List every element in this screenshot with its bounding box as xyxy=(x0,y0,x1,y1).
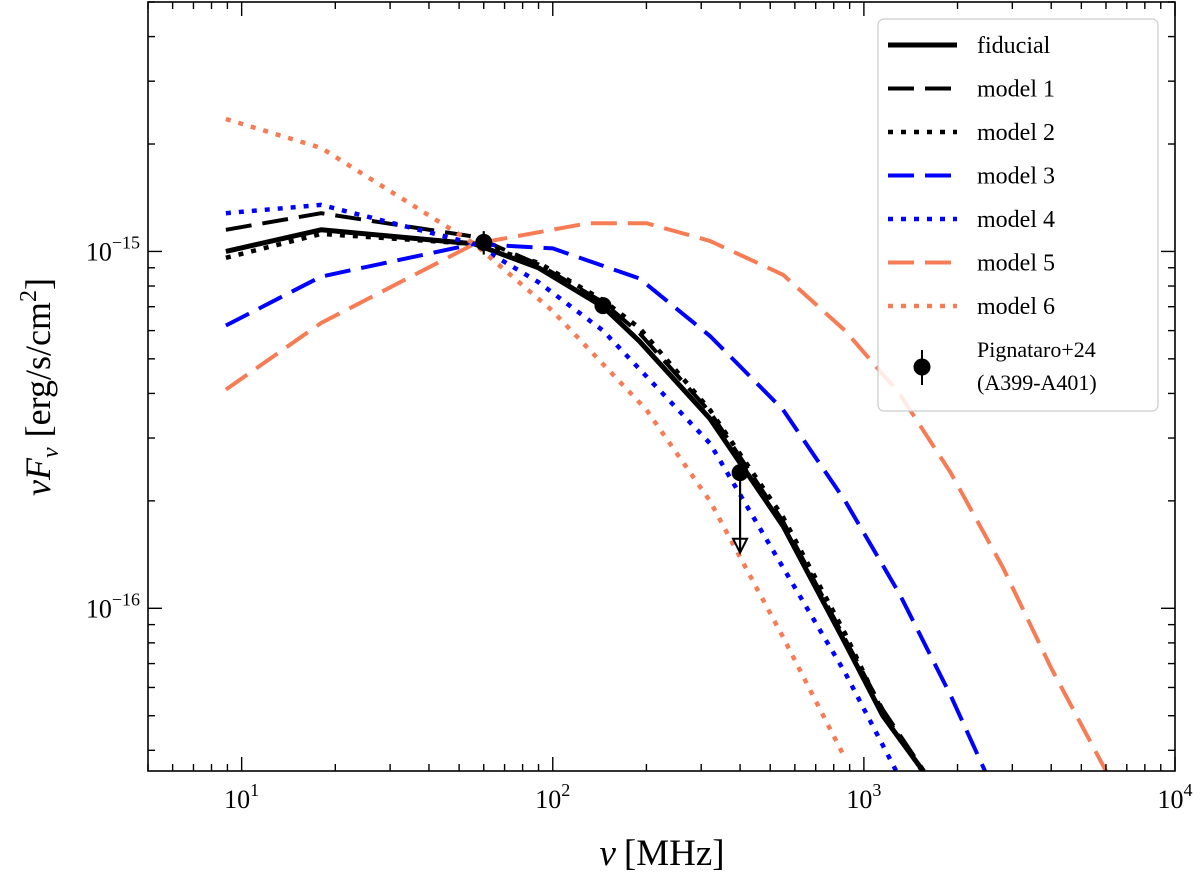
tick-labels: 101 102 103 104 10−15 10−16 xyxy=(86,232,1193,814)
legend-items: fiducial model 1 model 2 model 3 model 4 mode… xyxy=(888,33,1055,320)
legend-label-model-5: model 5 xyxy=(977,251,1055,277)
axis-ticks xyxy=(147,1,1176,771)
obs-point-0 xyxy=(475,233,493,251)
y-tick-label: 10−15 xyxy=(86,232,140,266)
x-tick-label: 103 xyxy=(846,780,881,814)
x-tick-label: 101 xyxy=(224,780,259,814)
series-line-model-5 xyxy=(224,221,1108,771)
legend-box xyxy=(877,18,1159,412)
observations-layer xyxy=(475,231,749,555)
obs-point-2 xyxy=(731,464,749,482)
x-tick-label: 104 xyxy=(1158,780,1193,814)
legend-label-model-6: model 6 xyxy=(977,294,1055,320)
legend-label-model-2: model 2 xyxy=(977,120,1055,146)
y-axis-subscript: ν xyxy=(38,447,64,458)
series-line-model-4 xyxy=(225,202,899,771)
x-axis-label: ν [MHz] xyxy=(599,833,724,873)
y-axis-unit: [erg/s/cm xyxy=(18,302,58,437)
legend-label-model-4: model 4 xyxy=(977,207,1055,233)
series-line-model-2 xyxy=(225,231,925,771)
y-axis-symbol: νF xyxy=(18,457,58,496)
legend-obs-label-2: (A399-A401) xyxy=(977,370,1097,395)
y-axis-label: νFν [erg/s/cm2] xyxy=(16,278,64,496)
x-tick-label: 102 xyxy=(535,780,570,814)
y-axis-superscript: 2 xyxy=(16,290,42,302)
obs-point-1 xyxy=(594,297,612,315)
series-layer xyxy=(224,116,1108,771)
legend-label-model-1: model 1 xyxy=(977,77,1055,103)
legend: fiducial model 1 model 2 model 3 model 4 mode… xyxy=(877,18,1159,412)
legend-label-fiducial: fiducial xyxy=(977,33,1051,59)
y-axis-unit-close: ] xyxy=(18,278,58,290)
legend-label-model-3: model 3 xyxy=(977,164,1055,190)
legend-obs-marker xyxy=(913,358,931,376)
x-axis-symbol: ν xyxy=(599,833,616,873)
x-axis-unit: [MHz] xyxy=(624,833,725,873)
y-tick-label: 10−16 xyxy=(86,589,140,623)
plot-frame xyxy=(147,1,1176,772)
series-line-model-3 xyxy=(224,241,987,771)
legend-obs-label: Pignataro+24 xyxy=(977,337,1096,362)
series-line-model-1 xyxy=(225,211,926,771)
obs-arrowhead-2 xyxy=(731,537,749,555)
series-line-fiducial xyxy=(225,227,926,771)
